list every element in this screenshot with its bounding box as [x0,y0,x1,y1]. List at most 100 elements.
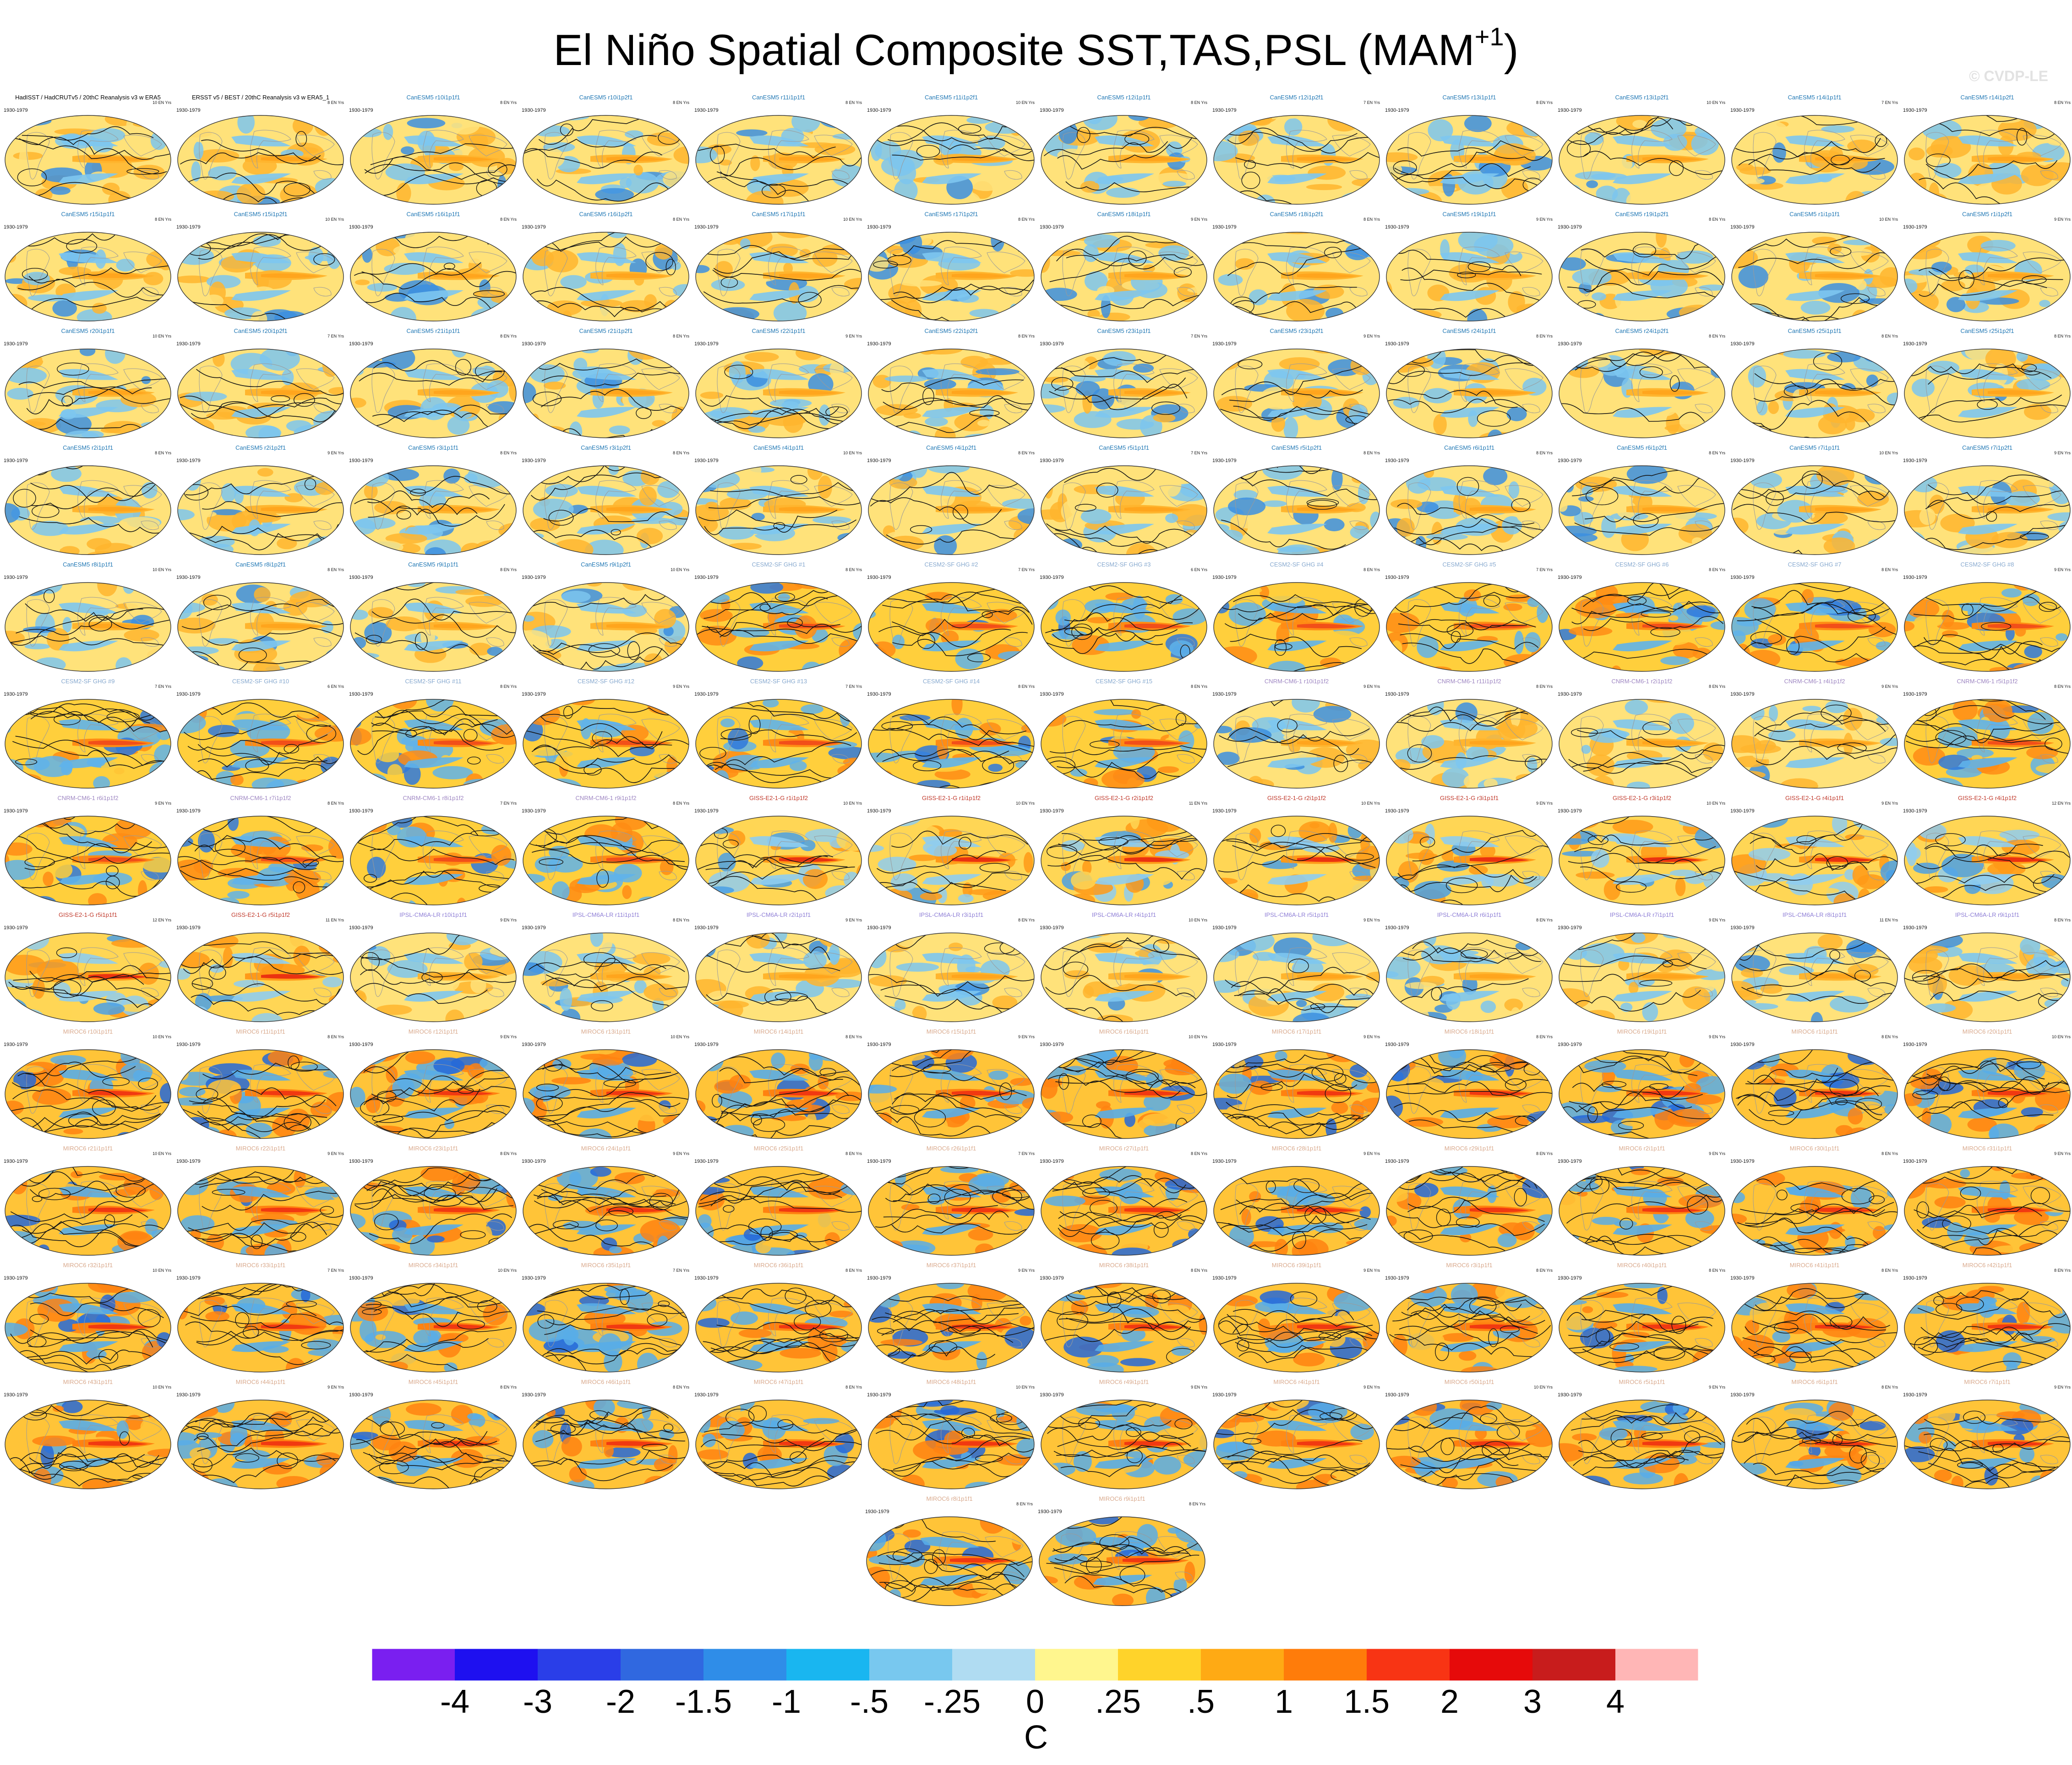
colorbar-swatch [1035,1649,1118,1681]
panel-period: 1930-1979 [1212,1275,1237,1281]
panel-title: CanESM5 r24i1p2f1 [1615,327,1669,334]
panel-period: 1930-1979 [694,575,719,580]
colorbar-swatch [538,1649,621,1681]
panel-title: CanESM5 r18i1p2f1 [1270,211,1324,218]
globe-map [1904,232,2071,321]
globe-map [177,1283,344,1373]
globe-map [1731,232,1898,321]
map-panel: MIROC6 r24i1p1f1 1930-1979 9 EN Yrs [520,1145,692,1259]
panel-stats: 8 EN Yrs [1536,334,1553,338]
panel-period: 1930-1979 [1730,575,1755,580]
panel-stats: 7 EN Yrs [327,1268,344,1273]
panel-period: 1930-1979 [867,341,891,347]
map-panel: CESM2-SF GHG #4 1930-1979 8 EN Yrs [1210,561,1383,675]
map-panel: MIROC6 r14i1p1f1 1930-1979 8 EN Yrs [692,1028,865,1143]
panel-stats: 7 EN Yrs [1018,567,1035,572]
map-panel: MIROC6 r37i1p1f1 1930-1979 9 EN Yrs [865,1262,1037,1376]
colorbar-tick-label: -1 [772,1683,801,1720]
globe-map [177,582,344,672]
panel-period: 1930-1979 [694,808,719,814]
panel-period: 1930-1979 [1730,1042,1755,1047]
colorbar-tick-label: 1 [1275,1683,1293,1720]
panel-stats: 8 EN Yrs [1018,918,1035,922]
panel-period: 1930-1979 [1385,808,1409,814]
panel-stats: 10 EN Yrs [1189,918,1207,922]
panel-period: 1930-1979 [1212,1392,1237,1398]
panel-title: MIROC6 r41i1p1f1 [1789,1262,1840,1269]
map-panel: IPSL-CM6A-LR r3i1p1f1 1930-1979 8 EN Yrs [865,911,1037,1026]
globe-map [868,115,1035,205]
panel-stats: 9 EN Yrs [500,918,517,922]
globe-map [1213,1283,1380,1373]
panel-period: 1930-1979 [1040,575,1064,580]
map-panel: CanESM5 r11i1p1f1 1930-1979 8 EN Yrs [692,94,865,208]
panel-period: 1930-1979 [176,458,201,463]
map-panel: MIROC6 r35i1p1f1 1930-1979 7 EN Yrs [520,1262,692,1376]
panel-title: CESM2-SF GHG #15 [1095,678,1153,685]
panel-stats: 8 EN Yrs [500,1151,517,1156]
panel-stats: 8 EN Yrs [1191,100,1207,105]
panel-title: CanESM5 r23i1p1f1 [1097,327,1151,334]
panel-title: CanESM5 r9i1p1f1 [408,561,458,568]
panel-stats: 8 EN Yrs [1709,567,1725,572]
panel-title: CanESM5 r1i1p1f1 [1789,211,1840,218]
panel-period: 1930-1979 [1212,341,1237,347]
globe-map [1731,582,1898,672]
globe-map [1559,232,1725,321]
panel-title: CanESM5 r13i1p1f1 [1442,94,1496,101]
panel-title: CNRM-CM6-1 r6i1p1f2 [57,795,119,801]
colorbar-swatch [1615,1649,1698,1681]
panel-stats: 8 EN Yrs [1016,1502,1033,1506]
panel-stats: 9 EN Yrs [1191,217,1207,222]
map-panel: GISS-E2-1-G r5i1p1f1 1930-1979 12 EN Yrs [2,911,174,1026]
panel-period: 1930-1979 [1903,1159,1927,1164]
panel-stats: 8 EN Yrs [845,1035,862,1039]
panel-stats: 6 EN Yrs [327,684,344,689]
globe-map [1731,932,1898,1022]
panel-title: MIROC6 r1i1p1f1 [1791,1028,1838,1035]
panel-period: 1930-1979 [1040,692,1064,697]
globe-map [523,699,689,789]
panel-stats: 7 EN Yrs [1881,100,1898,105]
globe-map [177,932,344,1022]
map-panel: MIROC6 r12i1p1f1 1930-1979 9 EN Yrs [347,1028,519,1143]
globe-map [1386,932,1553,1022]
panel-period: 1930-1979 [1730,808,1755,814]
map-panel: CanESM5 r16i1p1f1 1930-1979 8 EN Yrs [347,211,519,325]
globe-map [695,232,862,321]
globe-map [523,816,689,905]
map-panel: GISS-E2-1-G r2i1p1f2 1930-1979 10 EN Yrs [1210,795,1383,909]
panel-period: 1930-1979 [4,1159,28,1164]
colorbar-swatch [1201,1649,1284,1681]
map-panel: CanESM5 r25i1p1f1 1930-1979 8 EN Yrs [1728,327,1901,442]
watermark: © CVDP-LE [1969,68,2048,84]
panel-period: 1930-1979 [4,925,28,931]
panel-stats: 8 EN Yrs [500,217,517,222]
panel-period: 1930-1979 [4,341,28,347]
panel-title: CNRM-CM6-1 r10i1p1f2 [1264,678,1329,685]
panel-period: 1930-1979 [1558,458,1582,463]
panel-period: 1930-1979 [1385,1159,1409,1164]
globe-map [177,699,344,789]
globe-map [1041,699,1207,789]
globe-map [1904,1400,2071,1489]
panel-title: CanESM5 r25i1p1f1 [1788,327,1842,334]
map-panel: CanESM5 r20i1p2f1 1930-1979 7 EN Yrs [174,327,347,442]
globe-map [1731,115,1898,205]
globe-map [1559,1049,1725,1139]
globe-map [523,465,689,555]
panel-title: CanESM5 r2i1p2f1 [235,444,286,451]
panel-stats: 8 EN Yrs [500,567,517,572]
globe-map [177,115,344,205]
panel-title: MIROC6 r8i1p1f1 [926,1495,973,1502]
map-panel: CanESM5 r8i1p1f1 1930-1979 10 EN Yrs [2,561,174,675]
panel-stats: 8 EN Yrs [500,684,517,689]
map-panel: CanESM5 r4i1p1f1 1930-1979 10 EN Yrs [692,444,865,559]
map-panel: CESM2-SF GHG #3 1930-1979 6 EN Yrs [1038,561,1210,675]
globe-map [1559,816,1725,905]
panel-stats: 8 EN Yrs [2054,100,2071,105]
map-panel: CNRM-CM6-1 r11i1p1f2 1930-1979 8 EN Yrs [1383,678,1555,792]
panel-title: CanESM5 r3i1p2f1 [581,444,631,451]
panel-title: MIROC6 r18i1p1f1 [1444,1028,1494,1035]
map-panel: CanESM5 r2i1p2f1 1930-1979 9 EN Yrs [174,444,347,559]
